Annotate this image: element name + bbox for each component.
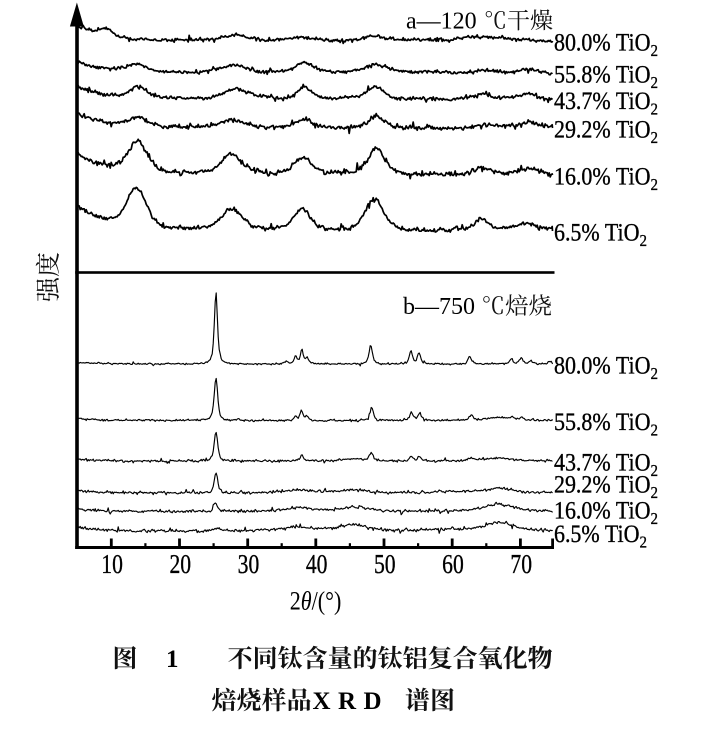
- svg-text:20: 20: [169, 550, 191, 580]
- svg-text:55.8% TiO2: 55.8% TiO2: [554, 61, 658, 92]
- svg-text:80.0% TiO2: 80.0% TiO2: [554, 352, 658, 383]
- svg-text:16.0% TiO2: 16.0% TiO2: [554, 163, 658, 194]
- svg-text:43.7% TiO2: 43.7% TiO2: [554, 449, 658, 480]
- svg-text:40: 40: [306, 550, 328, 580]
- svg-text:6.5% TiO2: 6.5% TiO2: [554, 521, 647, 552]
- svg-text:30: 30: [238, 550, 260, 580]
- svg-text:29.2% TiO2: 29.2% TiO2: [554, 116, 658, 147]
- svg-text:a—120: a—120: [406, 9, 477, 35]
- svg-text:50: 50: [374, 550, 396, 580]
- svg-text:70: 70: [510, 550, 532, 580]
- svg-text:80.0% TiO2: 80.0% TiO2: [554, 29, 658, 60]
- svg-text:X: X: [313, 688, 331, 715]
- svg-text:6.5% TiO2: 6.5% TiO2: [554, 219, 647, 250]
- svg-text:60: 60: [442, 550, 464, 580]
- svg-text:29.2% TiO2: 29.2% TiO2: [554, 471, 658, 502]
- svg-text:D: D: [364, 688, 382, 715]
- svg-text:2θ/(°): 2θ/(°): [290, 588, 342, 616]
- svg-text:16.0% TiO2: 16.0% TiO2: [554, 497, 658, 528]
- svg-text:10: 10: [101, 550, 123, 580]
- svg-text:R: R: [338, 688, 357, 715]
- svg-text:55.8% TiO2: 55.8% TiO2: [554, 409, 658, 440]
- svg-text:1: 1: [166, 646, 179, 673]
- svg-text:b—750: b—750: [403, 294, 475, 320]
- svg-text:43.7% TiO2: 43.7% TiO2: [554, 88, 658, 119]
